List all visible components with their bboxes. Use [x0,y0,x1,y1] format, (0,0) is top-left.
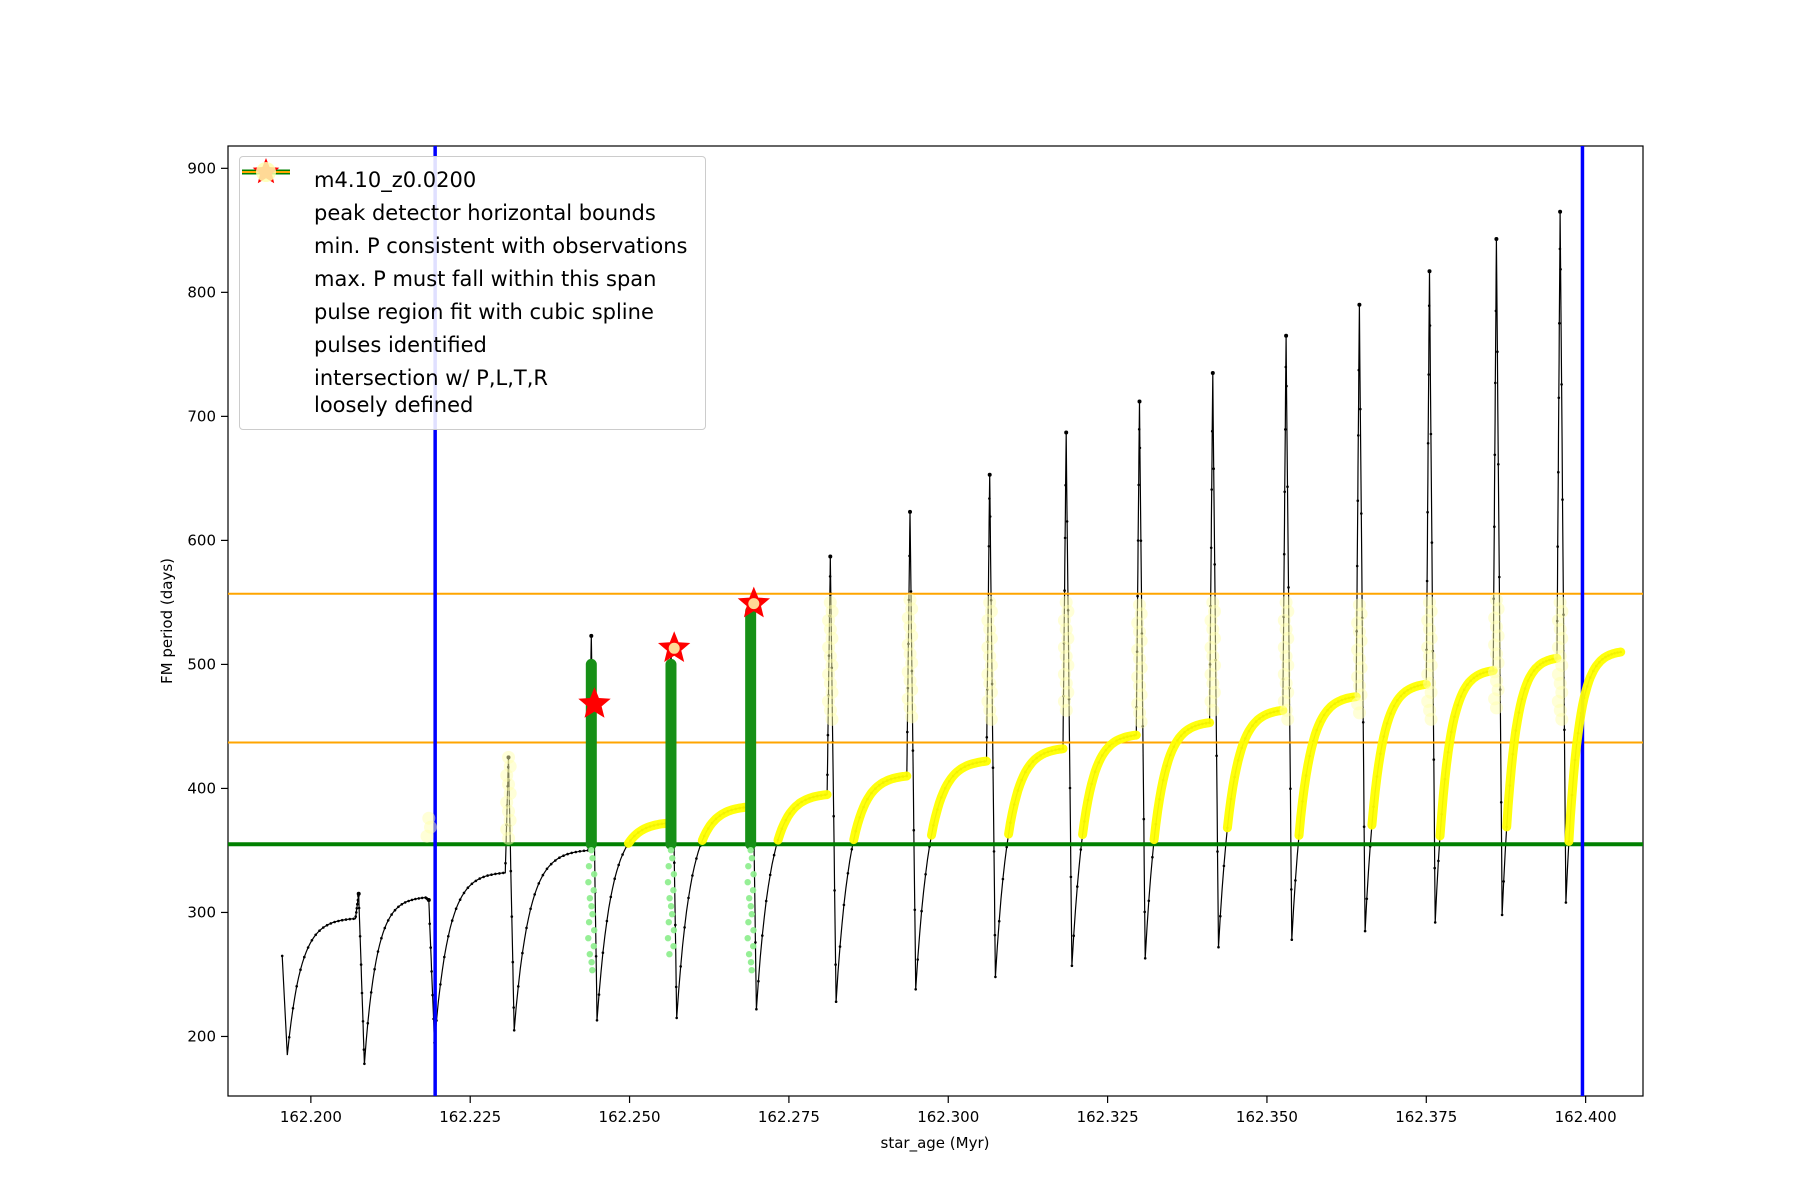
legend-label: pulses identified [314,333,487,357]
legend-item-0: m4.10_z0.0200 [242,167,687,194]
y-tick-label: 400 [187,779,216,797]
x-tick-label: 162.400 [1555,1108,1617,1126]
legend-label: peak detector horizontal bounds [314,201,656,225]
x-tick-label: 162.375 [1395,1108,1457,1126]
pulse-star [578,687,611,718]
legend-item-4: pulse region fit with cubic spline [250,167,687,326]
x-tick-label: 162.225 [439,1108,501,1126]
y-tick-label: 700 [187,407,216,425]
star-overlay-dot [668,642,680,654]
x-tick-label: 162.200 [280,1108,342,1126]
legend-item-5: pulses identified [250,158,687,359]
y-axis-label: FM period (days) [158,558,176,684]
x-tick-label: 162.325 [1077,1108,1139,1126]
y-tick-label: 900 [187,159,216,177]
legend-item-1: peak detector horizontal bounds [242,169,687,227]
legend-item-6: intersection w/ P,L,T,R loosely defined [250,162,687,419]
x-tick-label: 162.250 [599,1108,661,1126]
y-tick-label: 800 [187,283,216,301]
legend-label: intersection w/ P,L,T,R loosely defined [314,366,548,417]
y-tick-label: 500 [187,655,216,673]
plot-border [227,145,1644,1097]
pulse-stars [578,586,770,718]
pale-yellow-bands [420,593,1569,845]
legend-label: min. P consistent with observations [314,234,688,258]
legend-label: m4.10_z0.0200 [314,168,477,192]
legend-label: max. P must fall within this span [314,267,657,291]
star-overlay-dot [748,598,760,610]
y-tick-label: 600 [187,531,216,549]
x-tick-label: 162.300 [917,1108,979,1126]
legend-label: pulse region fit with cubic spline [314,300,654,324]
legend-item-2: min. P consistent with observations [242,169,688,260]
x-tick-label: 162.275 [758,1108,820,1126]
x-axis-label: star_age (Myr) [881,1134,990,1153]
legend-item-3: max. P must fall within this span [242,171,687,293]
y-tick-label: 200 [187,1027,216,1045]
y-tick-label: 300 [187,903,216,921]
x-tick-label: 162.350 [1236,1108,1298,1126]
pulse-region-columns [585,605,757,974]
yellow-intersection-arcs [624,647,1626,848]
